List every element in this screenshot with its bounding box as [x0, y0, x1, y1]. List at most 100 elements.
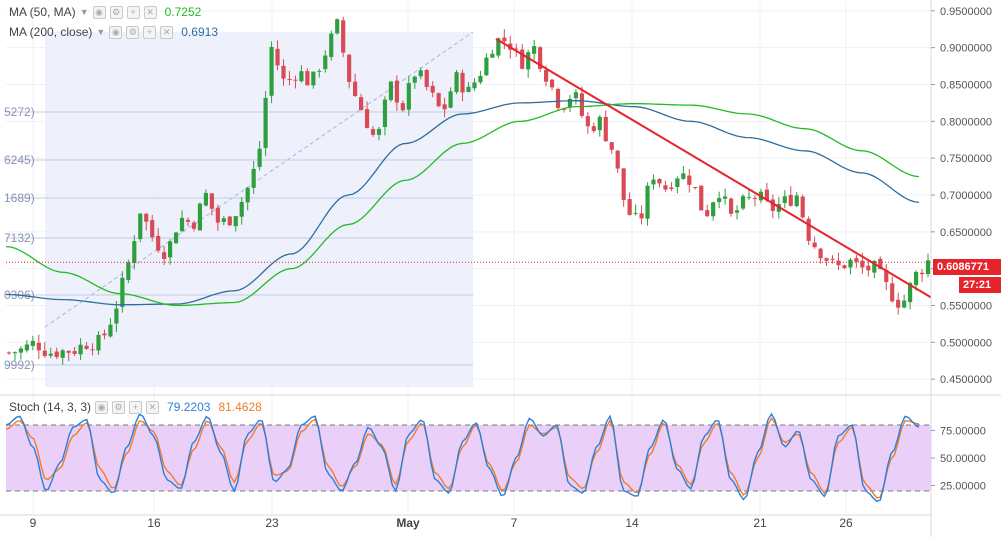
candle-body [263, 97, 268, 148]
close-icon[interactable]: ✕ [160, 25, 174, 39]
fib-level-label: 1689) [4, 191, 35, 205]
candle-body [317, 70, 322, 72]
candle-body [442, 104, 447, 110]
candle-body [114, 308, 119, 324]
candle-body [734, 210, 740, 213]
candle-body [561, 108, 567, 110]
candle-body [794, 195, 799, 207]
candle-body [657, 179, 662, 184]
candle-body [179, 217, 185, 232]
candle-body [478, 75, 483, 83]
candle-body [514, 48, 519, 50]
ma50-dropdown-icon[interactable]: ▼ [79, 7, 89, 17]
candle-body [233, 216, 238, 227]
candle-body [633, 212, 638, 214]
candle-body [454, 72, 459, 93]
candle-body [913, 271, 919, 286]
candle-body [484, 57, 489, 76]
time-axis-label: 23 [265, 516, 279, 530]
candle-body [639, 213, 644, 219]
candle-body [782, 196, 787, 203]
candle-body [919, 272, 925, 275]
candle-body [96, 334, 101, 351]
ma200-dropdown-icon[interactable]: ▼ [96, 27, 106, 37]
candle-body [740, 196, 746, 209]
candle-body [902, 300, 907, 308]
candle-body [281, 65, 286, 79]
eye-icon[interactable]: ◉ [109, 25, 123, 39]
candle-body [90, 349, 95, 351]
candle-body [490, 53, 495, 58]
candle-body [185, 219, 191, 222]
candle-body [18, 348, 24, 353]
candle-body [884, 269, 889, 283]
stoch-axis-label: 50.00000 [940, 453, 986, 465]
candle-body [549, 79, 555, 88]
add-icon[interactable]: + [129, 400, 143, 414]
price-axis-label: 0.5500000 [940, 300, 992, 312]
time-axis-label: 7 [511, 516, 518, 530]
candle-body [150, 220, 155, 238]
stoch-label: Stoch (14, 3, 3) [9, 400, 92, 414]
price-axis-label: 0.7500000 [940, 153, 992, 165]
candle-body [890, 283, 895, 302]
eye-icon[interactable]: ◉ [92, 5, 106, 19]
price-axis-label: 0.8500000 [940, 80, 992, 92]
candle-body [878, 258, 883, 269]
candle-body [836, 260, 841, 266]
ma50-line [5, 103, 920, 307]
candle-body [12, 352, 18, 354]
candle-body [376, 128, 382, 135]
candle-body [406, 83, 411, 110]
candle-body [257, 148, 262, 167]
settings-icon[interactable]: ⚙ [112, 400, 126, 414]
candle-body [579, 93, 584, 116]
candle-body [472, 82, 477, 89]
close-icon[interactable]: ✕ [143, 5, 157, 19]
candle-body [675, 178, 680, 187]
time-axis-label: 26 [839, 516, 853, 530]
current-price-badge: 0.6086771 [933, 259, 1001, 275]
candle-body [538, 47, 543, 69]
price-axis-label: 0.6500000 [940, 227, 992, 239]
candle-body [496, 38, 501, 56]
candle-body [699, 185, 704, 211]
price-axis-label: 0.9000000 [940, 43, 992, 55]
stoch-k-value: 79.2203 [167, 400, 211, 414]
candle-body [138, 213, 143, 240]
candle-body [209, 193, 214, 209]
candle-body [84, 345, 89, 349]
candle-body [388, 81, 394, 101]
close-icon[interactable]: ✕ [146, 400, 160, 414]
candle-body [72, 351, 77, 354]
ma50-value: 0.7252 [164, 5, 202, 19]
candle-body [705, 210, 710, 217]
stoch-legend: Stoch (14, 3, 3) ◉ ⚙ + ✕ 79.2203 81.4628 [9, 400, 262, 414]
add-icon[interactable]: + [126, 5, 140, 19]
candle-body [806, 218, 811, 241]
candle-body [770, 199, 775, 211]
candle-body [108, 324, 113, 337]
candle-body [573, 92, 579, 99]
ma200-value: 0.6913 [181, 25, 218, 39]
price-axis-label: 0.7000000 [940, 190, 992, 202]
candle-body [502, 37, 507, 42]
add-icon[interactable]: + [143, 25, 157, 39]
candle-body [30, 340, 35, 346]
candle-body [746, 196, 752, 198]
candle-body [555, 88, 561, 109]
eye-icon[interactable]: ◉ [95, 400, 109, 414]
candle-body [370, 129, 376, 135]
candle-body [908, 282, 913, 303]
candle-body [418, 70, 423, 77]
candle-body [382, 99, 388, 127]
candle-body [603, 117, 608, 142]
settings-icon[interactable]: ⚙ [126, 25, 140, 39]
stoch-k-line [5, 412, 920, 503]
stoch-axis-label: 25.00000 [940, 481, 986, 493]
settings-icon[interactable]: ⚙ [109, 5, 123, 19]
candle-body [717, 197, 722, 203]
ma200-line [5, 100, 920, 306]
candle-timer-badge: 27:21 [959, 277, 1001, 293]
